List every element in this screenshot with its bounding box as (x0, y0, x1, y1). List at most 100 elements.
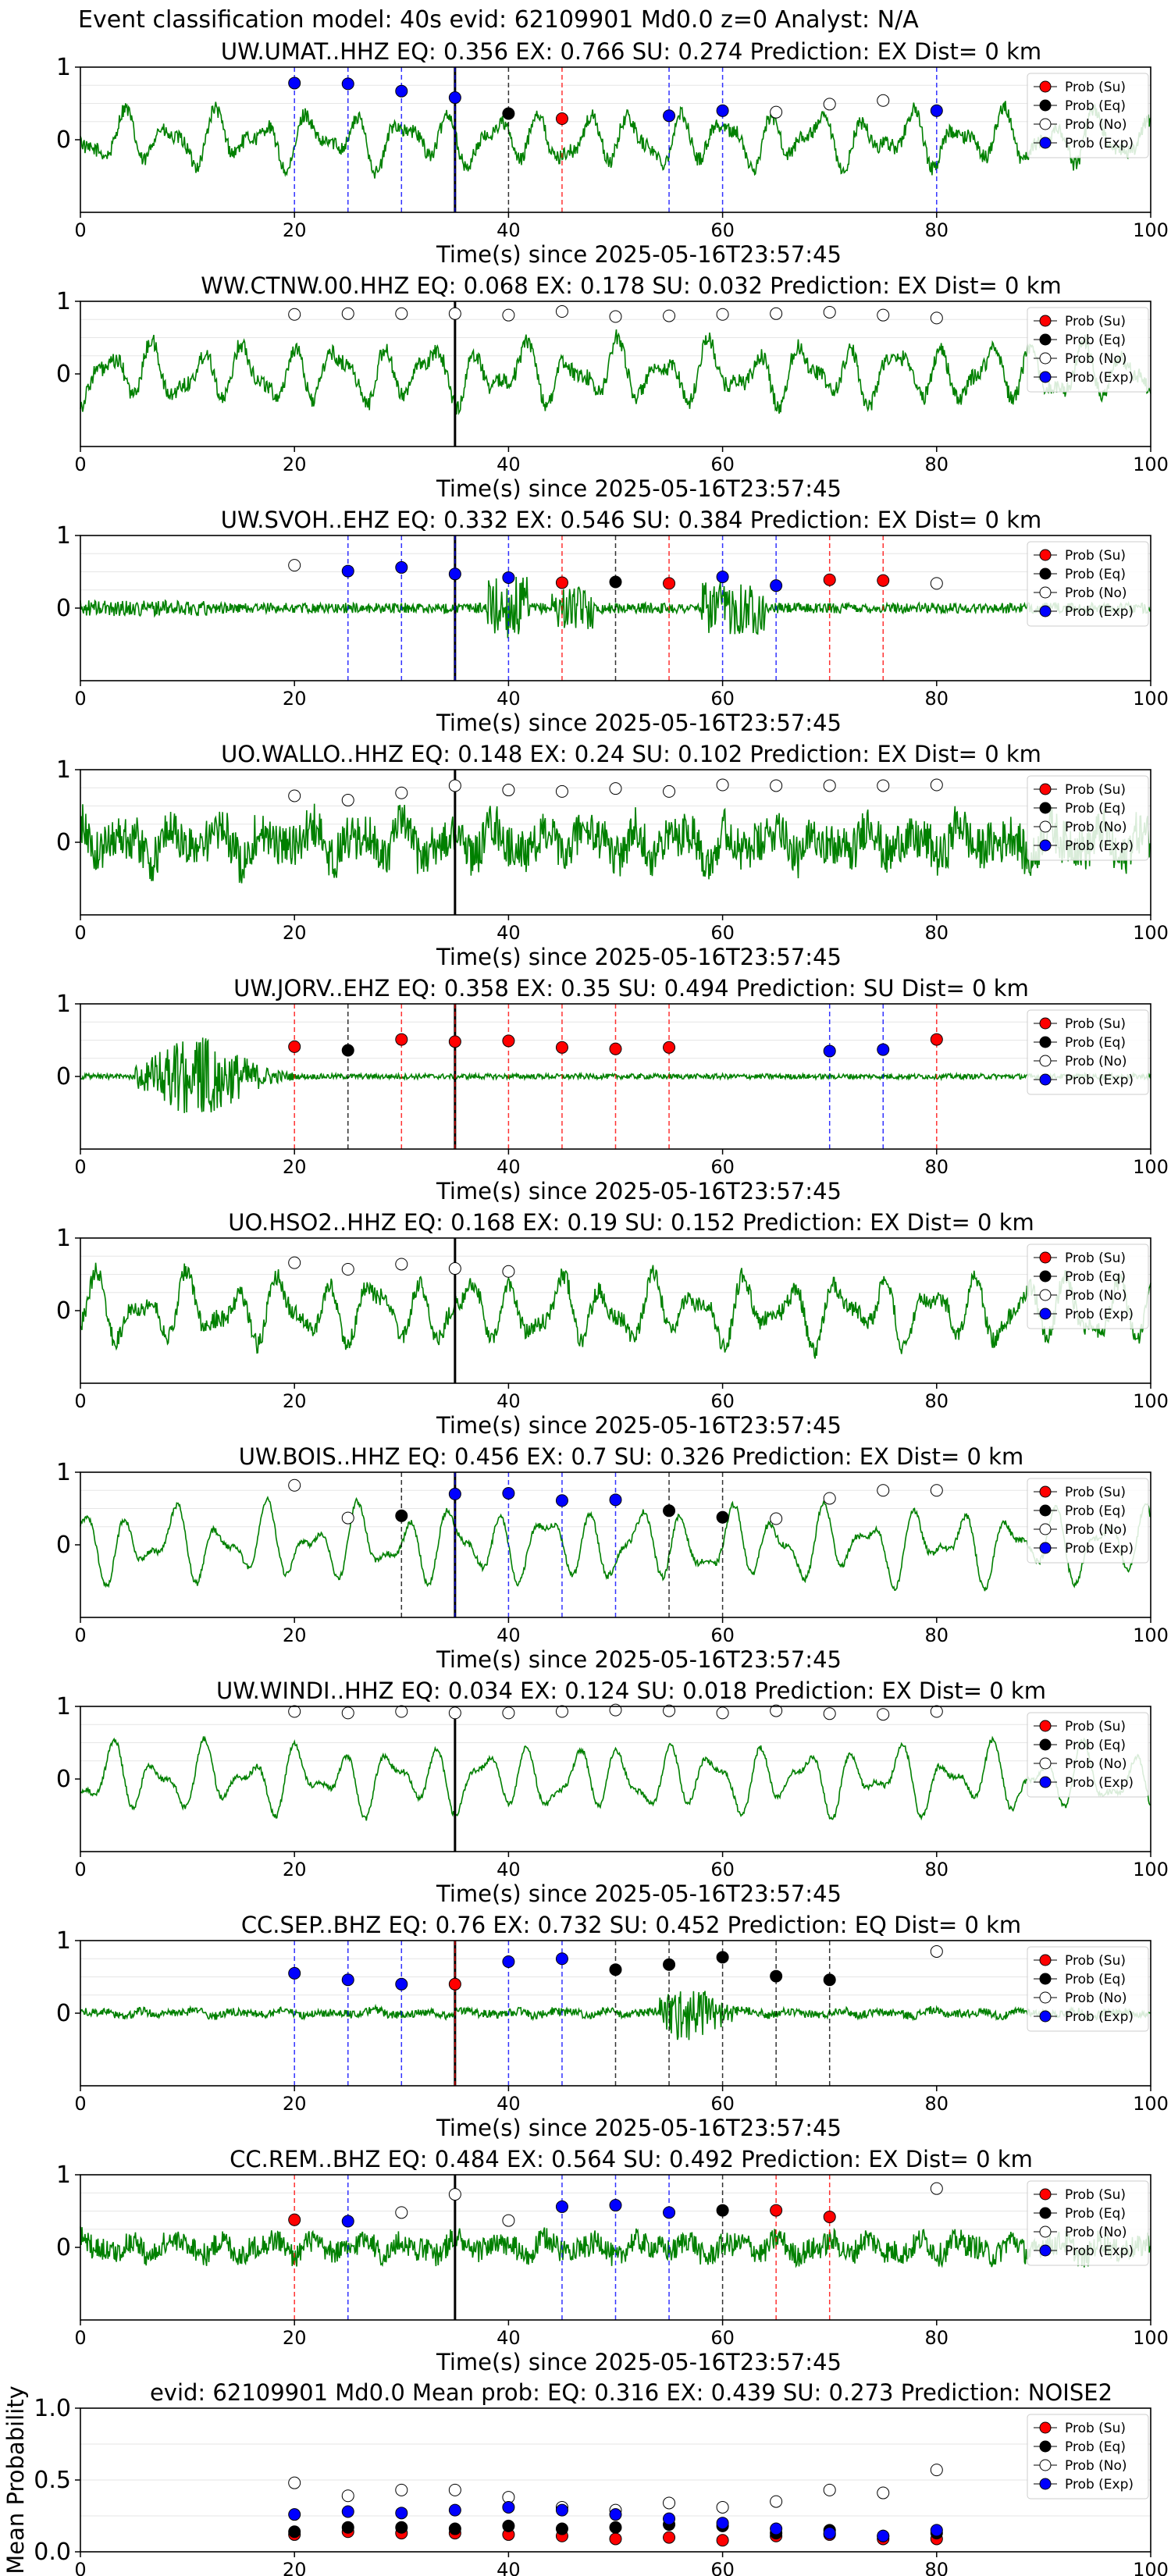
legend-marker (1039, 1055, 1052, 1067)
legend-label: Prob (Exp) (1065, 2243, 1134, 2259)
x-tick-label: 40 (497, 1390, 521, 1412)
x-tick-label: 80 (925, 2093, 949, 2115)
y-tick-label: 0 (56, 595, 71, 622)
y-tick-label: 1 (56, 1927, 71, 1955)
marker-prob-su (609, 1042, 622, 1055)
marker-prob-no (877, 1484, 890, 1497)
marker-prob-su (823, 573, 836, 586)
legend-label: Prob (Exp) (1065, 1073, 1134, 1088)
legend-marker (1039, 371, 1052, 383)
marker-prob-no (395, 786, 408, 799)
marker-prob-no (930, 2464, 943, 2477)
x-tick-label: 100 (1133, 2093, 1169, 2115)
legend-frame (1027, 775, 1149, 861)
x-tick-label: 60 (710, 219, 735, 241)
x-axis-label: Time(s) since 2025-05-16T23:57:45 (436, 1880, 842, 1907)
legend-label: Prob (Eq) (1065, 1738, 1126, 1753)
marker-prob-su (930, 1033, 943, 1046)
legend-label: Prob (Eq) (1065, 1035, 1126, 1051)
legend-frame (1027, 2414, 1149, 2500)
marker-prob-eq (663, 1504, 676, 1517)
legend-marker (1039, 1954, 1052, 1966)
marker-prob-su (716, 2534, 729, 2547)
marker-prob-eq (555, 2522, 568, 2535)
legend-marker (1039, 315, 1052, 327)
marker-prob-no (448, 779, 461, 792)
marker-prob-exp (716, 571, 729, 584)
x-tick-label: 20 (283, 2093, 307, 2115)
legend-label: Prob (Su) (1065, 548, 1126, 564)
axes-frame (80, 301, 1151, 447)
legend: Prob (Su) Prob (Eq) Prob (No) Prob (Exp) (1027, 2414, 1149, 2500)
legend-marker (1039, 1973, 1052, 1985)
marker-prob-no (823, 98, 836, 111)
x-tick-label: 20 (283, 219, 307, 241)
marker-prob-exp (609, 2199, 622, 2212)
legend-marker (1039, 2459, 1052, 2471)
y-tick-label: 0 (56, 2000, 71, 2027)
x-tick-label: 0 (74, 454, 86, 475)
legend-marker (1039, 549, 1052, 561)
legend-marker (1039, 605, 1052, 617)
waveform-trace (80, 329, 1151, 415)
legend-frame (1027, 1946, 1149, 2032)
legend-frame (1027, 1478, 1149, 1564)
marker-prob-exp (663, 2512, 676, 2525)
marker-prob-exp (609, 1493, 622, 1507)
legend: Prob (Su) Prob (Eq) Prob (No) Prob (Exp) (1027, 1712, 1149, 1798)
marker-prob-no (502, 784, 515, 797)
marker-prob-no (770, 1704, 783, 1717)
legend-marker (1039, 2010, 1052, 2023)
marker-prob-su (663, 577, 676, 590)
legend-marker (1039, 1289, 1052, 1301)
x-tick-label: 80 (925, 1156, 949, 1178)
panel-title: UW.BOIS..HHZ EQ: 0.456 EX: 0.7 SU: 0.326… (239, 1443, 1023, 1470)
marker-prob-no (770, 2495, 783, 2508)
x-tick-label: 20 (283, 1390, 307, 1412)
marker-prob-exp (395, 2507, 408, 2520)
marker-prob-exp (502, 2500, 515, 2514)
marker-prob-exp (770, 579, 783, 592)
legend-label: Prob (No) (1065, 1054, 1127, 1069)
legend-label: Prob (Su) (1065, 1016, 1126, 1032)
marker-prob-eq (823, 1973, 836, 1987)
x-tick-label: 40 (497, 1859, 521, 1880)
y-tick-label: 0.5 (34, 2467, 71, 2494)
legend-label: Prob (Exp) (1065, 136, 1134, 151)
chart-panel-9: CC.SEP..BHZ EQ: 0.76 EX: 0.732 SU: 0.452… (56, 1912, 1169, 2141)
marker-prob-su (609, 2532, 622, 2546)
marker-prob-exp (502, 571, 515, 584)
marker-prob-exp (877, 1043, 890, 1056)
marker-prob-exp (341, 77, 354, 91)
marker-prob-no (288, 1705, 301, 1718)
legend-marker (1039, 1036, 1052, 1048)
marker-prob-no (609, 782, 622, 795)
y-tick-label: 0.0 (34, 2539, 71, 2566)
marker-prob-no (448, 2483, 461, 2496)
marker-prob-no (716, 308, 729, 321)
legend: Prob (Su) Prob (Eq) Prob (No) Prob (Exp) (1027, 73, 1149, 158)
marker-prob-no (663, 1704, 676, 1717)
x-tick-label: 100 (1133, 688, 1169, 710)
panel-title: WW.CTNW.00.HHZ EQ: 0.068 EX: 0.178 SU: 0… (201, 272, 1062, 299)
legend-label: Prob (Exp) (1065, 2009, 1134, 2025)
x-tick-label: 60 (710, 1859, 735, 1880)
marker-prob-su (770, 2204, 783, 2217)
legend-frame (1027, 1244, 1149, 1329)
x-tick-label: 0 (74, 2327, 86, 2349)
chart-panel-10: CC.REM..BHZ EQ: 0.484 EX: 0.564 SU: 0.49… (56, 2146, 1169, 2375)
marker-prob-no (555, 785, 568, 798)
marker-prob-su (555, 112, 568, 126)
marker-prob-no (288, 559, 301, 572)
legend-label: Prob (Eq) (1065, 1269, 1126, 1285)
marker-prob-eq (288, 2525, 301, 2539)
marker-prob-eq (502, 107, 515, 120)
marker-prob-exp (716, 2517, 729, 2530)
marker-prob-no (341, 1511, 354, 1525)
x-tick-label: 40 (497, 922, 521, 944)
y-tick-label: 1 (56, 1459, 71, 1486)
marker-prob-no (502, 1265, 515, 1278)
legend-label: Prob (Exp) (1065, 1541, 1134, 1557)
marker-prob-eq (395, 2521, 408, 2534)
legend-label: Prob (Su) (1065, 782, 1126, 798)
